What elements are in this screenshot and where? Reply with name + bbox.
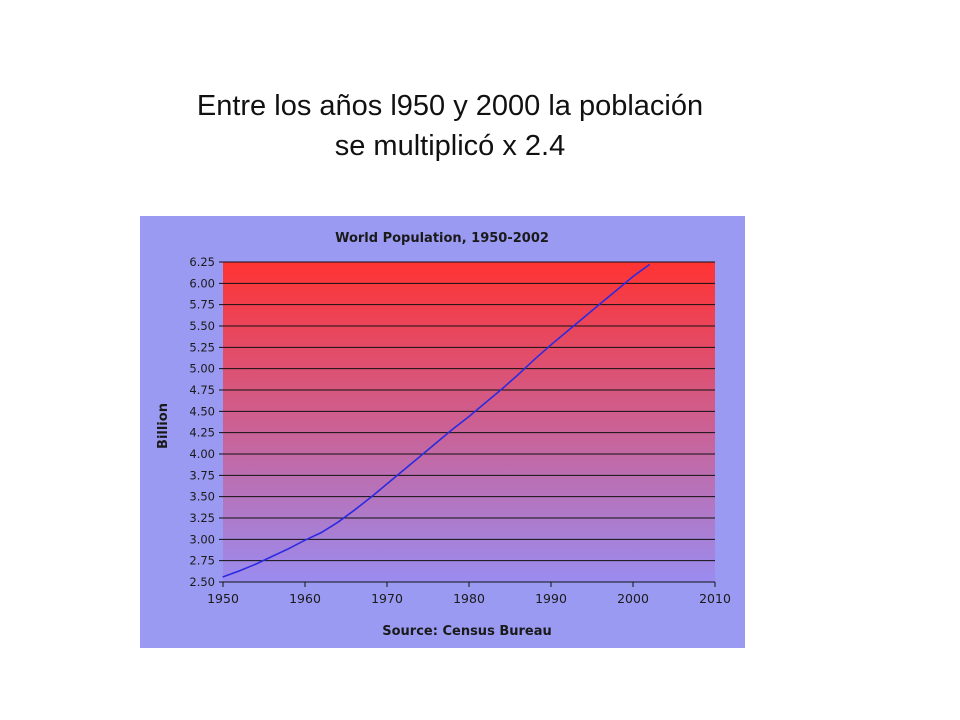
x-tick-label: 1990 [535, 591, 567, 606]
x-tick-label: 1970 [371, 591, 403, 606]
data-point [599, 303, 601, 305]
x-axis-label: Source: Census Bureau [382, 624, 552, 639]
data-point [288, 548, 290, 550]
data-point [648, 263, 650, 266]
data-point [534, 358, 536, 360]
y-tick-label: 5.00 [189, 362, 215, 376]
chart-svg: World Population, 1950-2002 2.50 2.75 3.00… [140, 216, 745, 648]
slide-title-line-2: se multiplicó x 2.4 [334, 130, 566, 162]
y-tick-label: 4.50 [189, 404, 215, 418]
x-tick-label: 1950 [207, 591, 239, 606]
data-point [517, 374, 519, 376]
x-tick-label: 2000 [617, 591, 649, 606]
y-tick-label: 6.00 [189, 276, 215, 290]
data-point [271, 555, 273, 557]
data-point [435, 442, 437, 444]
grid-lines [219, 261, 716, 587]
slide-title: Entre los años l950 y 2000 la población … [140, 86, 760, 166]
y-tick-label: 5.50 [189, 319, 215, 333]
y-tick-label: 3.00 [189, 532, 215, 546]
y-axis-label: Billion [156, 403, 171, 449]
data-point [370, 496, 372, 499]
y-tick-label: 2.75 [189, 554, 215, 568]
data-point [337, 521, 339, 523]
y-tick-labels: 2.50 2.75 3.00 3.25 3.50 3.75 4.00 4.25 4.50 4.75… [189, 255, 215, 589]
data-point [238, 570, 240, 572]
y-tick-label: 6.25 [189, 255, 215, 269]
slide-title-line-1: Entre los años l950 y 2000 la población [196, 90, 704, 122]
data-point [632, 275, 634, 278]
chart-title: World Population, 1950-2002 [335, 231, 549, 246]
data-point [583, 316, 585, 319]
y-tick-label: 3.75 [189, 468, 215, 482]
data-point [353, 509, 355, 511]
data-point [566, 330, 568, 332]
world-population-chart: World Population, 1950-2002 2.50 2.75 3.00… [140, 216, 745, 648]
y-tick-label: 5.25 [189, 340, 215, 354]
plot-area [223, 262, 715, 582]
data-point [484, 402, 486, 404]
y-tick-label: 5.75 [189, 298, 215, 312]
data-point [550, 344, 552, 346]
data-point [402, 469, 404, 471]
data-point [386, 483, 388, 485]
x-tick-label: 1980 [453, 591, 485, 606]
x-tick-label: 2010 [699, 591, 731, 606]
y-tick-label: 2.50 [189, 575, 215, 589]
data-point [419, 455, 421, 458]
data-point [468, 415, 470, 418]
y-tick-label: 4.00 [189, 447, 215, 461]
data-point [320, 531, 322, 534]
data-point [222, 576, 224, 578]
y-tick-label: 3.25 [189, 511, 215, 525]
y-tick-label: 4.75 [189, 383, 215, 397]
data-point [616, 289, 618, 291]
series-points [222, 263, 650, 578]
x-tick-label: 1960 [289, 591, 321, 606]
data-point [452, 428, 454, 430]
x-tick-labels: 1950 1960 1970 1980 1990 2000 2010 [207, 591, 731, 606]
data-point [255, 563, 257, 565]
y-tick-label: 3.50 [189, 490, 215, 504]
y-tick-label: 4.25 [189, 426, 215, 440]
data-point [501, 388, 503, 390]
data-point [304, 539, 306, 541]
